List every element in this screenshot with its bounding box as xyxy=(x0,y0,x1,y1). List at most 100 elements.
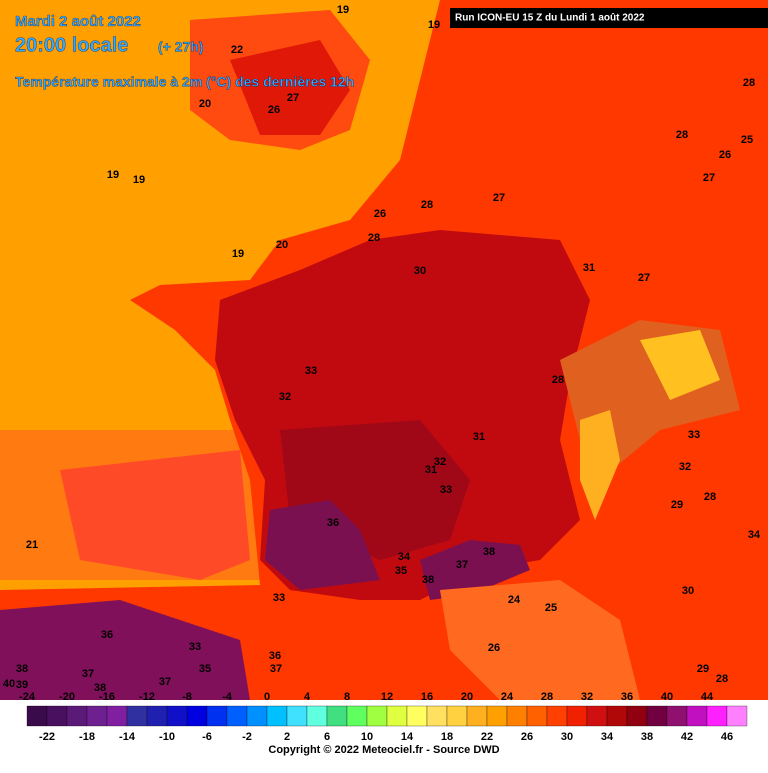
scale-top-label: -8 xyxy=(182,691,192,703)
scale-swatch xyxy=(146,705,168,727)
temp-label: 33 xyxy=(440,484,452,496)
temp-label: 39 xyxy=(16,679,28,691)
temp-label: 19 xyxy=(107,169,119,181)
scale-swatch xyxy=(426,705,448,727)
scale-bottom-label: 14 xyxy=(401,731,414,743)
temp-label: 27 xyxy=(703,172,715,184)
scale-bottom-label: 22 xyxy=(481,731,493,743)
britain-warm xyxy=(230,40,350,135)
temp-label: 20 xyxy=(199,98,211,110)
temp-label: 25 xyxy=(545,602,557,614)
scale-swatch xyxy=(466,705,488,727)
scale-swatch xyxy=(526,705,548,727)
offset: (+ 27h) xyxy=(158,39,204,55)
temp-label: 35 xyxy=(395,565,407,577)
scale-swatch xyxy=(26,705,48,727)
temp-label: 26 xyxy=(268,104,280,116)
temp-label: 27 xyxy=(493,192,505,204)
scale-swatch xyxy=(326,705,348,727)
temp-label: 28 xyxy=(676,129,688,141)
scale-top-label: 16 xyxy=(421,691,433,703)
temp-label: 22 xyxy=(231,44,243,56)
scale-top-label: 24 xyxy=(501,691,514,703)
scale-swatch xyxy=(86,705,108,727)
scale-bottom-label: 30 xyxy=(561,731,573,743)
scale-swatch xyxy=(446,705,468,727)
scale-swatch xyxy=(686,705,708,727)
scale-top-label: 4 xyxy=(304,691,311,703)
rhone-hot xyxy=(420,540,530,600)
temp-label: 27 xyxy=(287,92,299,104)
temp-label: 26 xyxy=(719,149,731,161)
temp-label: 34 xyxy=(748,529,761,541)
scale-top-label: 36 xyxy=(621,691,633,703)
scale-swatch xyxy=(386,705,408,727)
scale-swatch xyxy=(566,705,588,727)
temp-label: 32 xyxy=(679,461,691,473)
temp-label: 33 xyxy=(688,429,700,441)
scale-swatch xyxy=(586,705,608,727)
scale-bottom-label: 10 xyxy=(361,731,373,743)
southwest-hot xyxy=(265,500,380,590)
scale-top-label: 44 xyxy=(701,691,714,703)
temp-label: 38 xyxy=(94,682,106,694)
temp-label: 35 xyxy=(199,663,211,675)
temp-label: 33 xyxy=(305,365,317,377)
temp-label: 31 xyxy=(583,262,595,274)
temp-label: 29 xyxy=(697,663,709,675)
temp-label: 34 xyxy=(398,551,411,563)
scale-bottom-label: 6 xyxy=(324,731,330,743)
scale-top-label: 40 xyxy=(661,691,673,703)
temp-label: 28 xyxy=(704,491,716,503)
scale-top-label: 12 xyxy=(381,691,393,703)
temp-label: 33 xyxy=(273,592,285,604)
scale-swatch xyxy=(186,705,208,727)
scale-swatch xyxy=(46,705,68,727)
scale-swatch xyxy=(66,705,88,727)
scale-bottom-label: -2 xyxy=(242,731,252,743)
temp-label: 29 xyxy=(671,499,683,511)
mediterranean xyxy=(440,580,640,700)
temp-label: 37 xyxy=(270,663,282,675)
scale-swatch xyxy=(546,705,568,727)
scale-bottom-label: 2 xyxy=(284,731,290,743)
scale-swatch xyxy=(626,705,648,727)
scale-swatch xyxy=(286,705,308,727)
scale-swatch xyxy=(306,705,328,727)
temp-label: 25 xyxy=(741,134,753,146)
scale-swatch xyxy=(106,705,128,727)
temp-label: 32 xyxy=(434,456,446,468)
copyright: Copyright © 2022 Meteociel.fr - Source D… xyxy=(268,744,499,756)
temp-label: 38 xyxy=(483,546,495,558)
temp-label: 24 xyxy=(508,594,521,606)
temp-label: 37 xyxy=(82,668,94,680)
scale-bottom-label: 46 xyxy=(721,731,733,743)
temp-label: 37 xyxy=(159,676,171,688)
scale-bottom-label: -22 xyxy=(39,731,55,743)
temp-label: 30 xyxy=(682,585,694,597)
temp-label: 38 xyxy=(422,574,434,586)
temp-label: 26 xyxy=(374,208,386,220)
scale-bottom-label: 38 xyxy=(641,731,653,743)
scale-swatch xyxy=(606,705,628,727)
scale-bottom-label: -10 xyxy=(159,731,175,743)
temp-label: 28 xyxy=(743,77,755,89)
alps-cool-south xyxy=(580,410,620,520)
temp-label: 19 xyxy=(337,4,349,16)
temp-label: 38 xyxy=(16,663,28,675)
temp-label: 31 xyxy=(425,464,437,476)
scale-swatch xyxy=(506,705,528,727)
scale-swatch xyxy=(166,705,188,727)
temp-label: 37 xyxy=(456,559,468,571)
temp-label: 31 xyxy=(473,431,485,443)
temp-label: 27 xyxy=(638,272,650,284)
title: Température maximale à 2m (°C) des derni… xyxy=(15,74,354,90)
scale-top-label: 28 xyxy=(541,691,553,703)
scale-bottom-label: -14 xyxy=(119,731,136,743)
temp-label: 40 xyxy=(3,678,15,690)
scale-swatch xyxy=(406,705,428,727)
date: Mardi 2 août 2022 xyxy=(15,13,141,30)
temp-label: 26 xyxy=(488,642,500,654)
scale-swatch xyxy=(266,705,288,727)
